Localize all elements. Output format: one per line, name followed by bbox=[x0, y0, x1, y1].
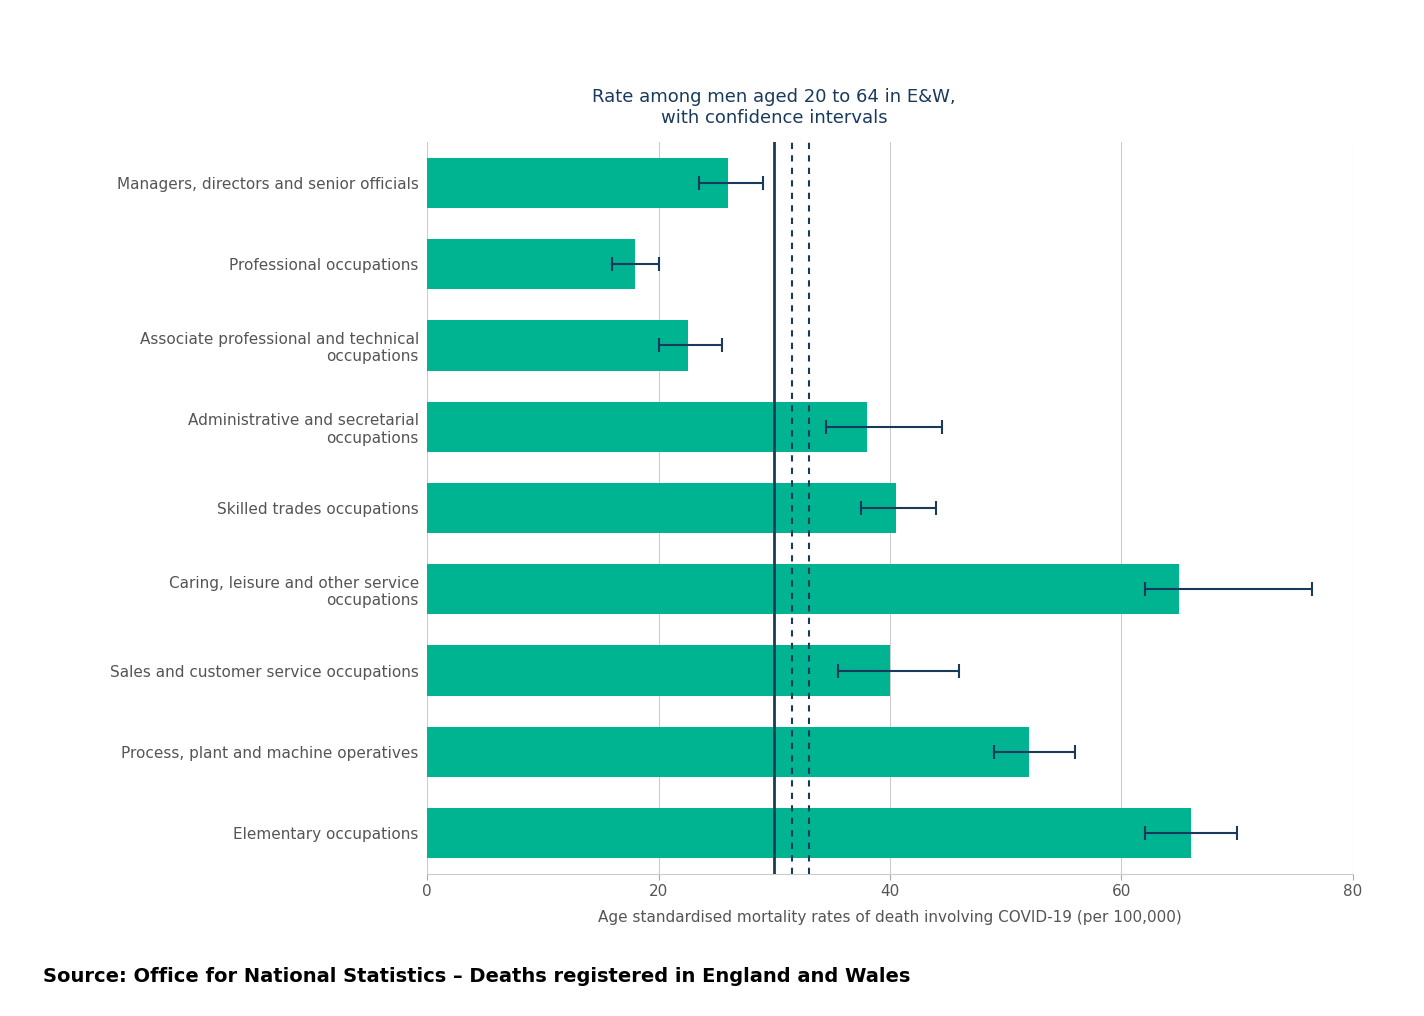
Bar bbox=[427, 726, 1028, 777]
Bar bbox=[427, 645, 890, 696]
Text: Source: Office for National Statistics – Deaths registered in England and Wales: Source: Office for National Statistics –… bbox=[43, 966, 910, 986]
Bar bbox=[427, 401, 867, 452]
Bar bbox=[427, 483, 896, 533]
X-axis label: Age standardised mortality rates of death involving COVID-19 (per 100,000): Age standardised mortality rates of deat… bbox=[598, 910, 1182, 926]
Bar bbox=[427, 808, 1190, 859]
Bar bbox=[427, 157, 728, 208]
Bar bbox=[427, 564, 1179, 615]
Bar bbox=[427, 320, 688, 371]
Bar bbox=[427, 239, 635, 290]
Title: Rate among men aged 20 to 64 in E&W,
with confidence intervals: Rate among men aged 20 to 64 in E&W, wit… bbox=[592, 88, 956, 127]
